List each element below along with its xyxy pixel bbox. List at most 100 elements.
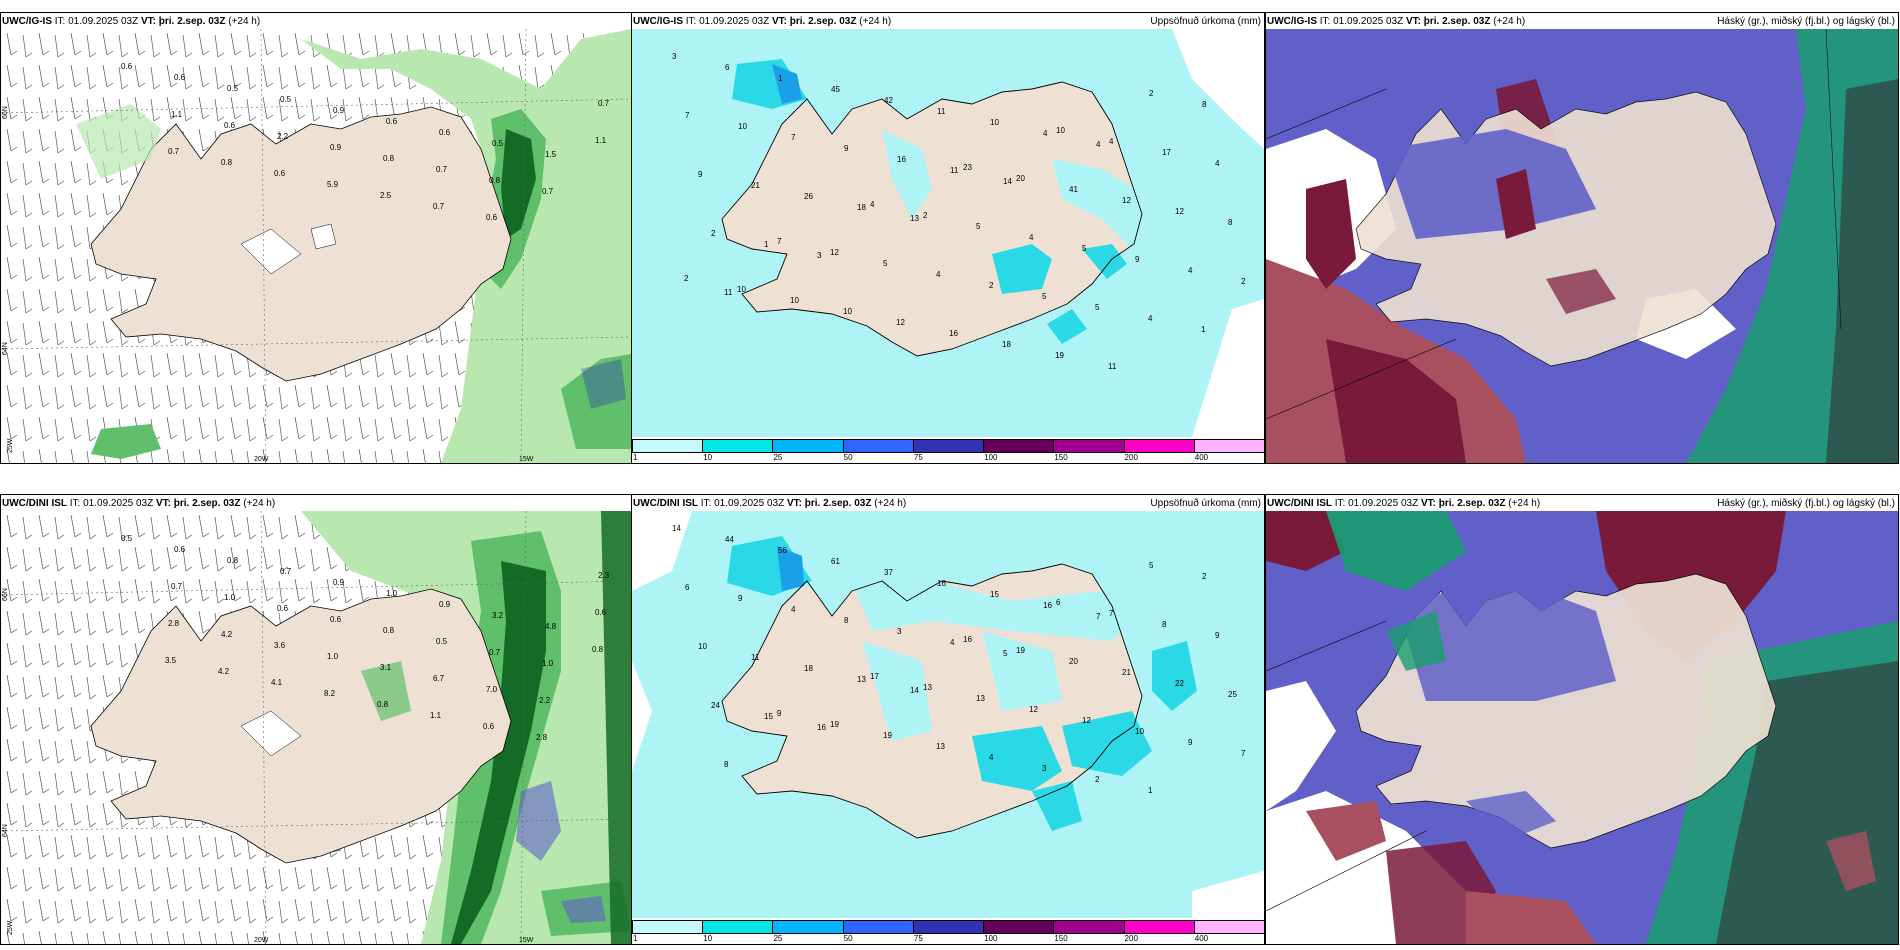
value-label: 1.1 [171, 110, 183, 119]
colorbar-tick: 25 [773, 453, 783, 462]
value-label: 0.6 [439, 128, 451, 137]
wind-map: 66N 64N 25W 20W 15W 0.60.60.50.50.90.60.… [1, 29, 631, 463]
value-label: 23 [963, 163, 972, 172]
value-label: 4 [1215, 159, 1220, 168]
init-time: 01.09.2025 03Z [68, 16, 139, 27]
value-label: 7 [1096, 612, 1101, 621]
model-name: UWC/IG-IS [1267, 16, 1317, 27]
model-name: UWC/DINI ISL [1267, 498, 1332, 509]
colorbar-swatch [912, 439, 985, 453]
value-label: 6 [685, 583, 690, 592]
value-label: 0.9 [439, 600, 451, 609]
colorbar-swatch [983, 439, 1055, 453]
value-label: 5 [1095, 303, 1100, 312]
colorbar-swatch [842, 920, 914, 934]
value-label: 6.7 [433, 674, 445, 683]
value-label: 4 [1029, 233, 1034, 242]
value-label: 0.6 [274, 169, 286, 178]
value-label: 21 [751, 181, 760, 190]
vt-label: VT: [140, 16, 156, 27]
vt-label: VT: [786, 498, 802, 509]
value-label: 16 [949, 329, 958, 338]
wind-panel-top: UWC/IG-IS IT: 01.09.2025 03Z VT: þri. 2.… [0, 12, 632, 464]
value-label: 0.6 [174, 545, 186, 554]
precip-map: 1444566137161516752694834567891011181314… [632, 511, 1264, 918]
value-label: 0.7 [280, 567, 292, 576]
value-label: 10 [698, 642, 707, 651]
value-label: 56 [778, 546, 787, 555]
value-label: 12 [830, 248, 839, 257]
value-label: 2 [711, 229, 716, 238]
field-title: Uppsöfnuð úrkoma (mm) [1150, 16, 1261, 27]
value-label: 4 [936, 270, 941, 279]
colorbar-swatch [1123, 920, 1195, 934]
value-label: 0.5 [280, 95, 292, 104]
colorbar-tick: 200 [1124, 453, 1138, 462]
value-label: 3 [672, 52, 677, 61]
lon-label-15: 15W [519, 937, 534, 944]
value-label: 14 [1003, 177, 1012, 186]
value-label: 1.1 [430, 711, 442, 720]
value-label: 12 [1122, 196, 1131, 205]
value-label: 0.8 [377, 700, 389, 709]
value-label: 16 [1043, 601, 1052, 610]
value-label: 0.5 [492, 139, 504, 148]
value-label: 0.6 [224, 121, 236, 130]
value-label: 1.0 [327, 652, 339, 661]
cloud-map [1266, 29, 1898, 463]
panel-title: UWC/DINI ISL IT: 01.09.2025 03Z VT: þri.… [2, 496, 630, 511]
colorbar-swatch [632, 920, 704, 934]
value-label: 20 [1016, 174, 1025, 183]
value-label: 0.7 [171, 582, 183, 591]
value-label: 5 [1149, 561, 1154, 570]
colorbar-swatch [1123, 439, 1195, 453]
value-label: 12 [1175, 207, 1184, 216]
value-label: 1.0 [386, 589, 398, 598]
value-label: 26 [804, 192, 813, 201]
lead-time: (+24 h) [1493, 16, 1526, 27]
value-label: 9 [844, 144, 849, 153]
colorbar-swatch [1193, 920, 1264, 934]
panel-title: UWC/IG-IS IT: 01.09.2025 03Z VT: þri. 2.… [2, 14, 630, 29]
value-label: 7 [1109, 609, 1114, 618]
value-label: 0.8 [221, 158, 233, 167]
value-label: 0.6 [386, 117, 398, 126]
value-label: 8 [724, 760, 729, 769]
wind-map: 66N 64N 25W 20W 15W 0.50.60.80.70.91.00.… [1, 511, 631, 944]
value-label: 16 [963, 635, 972, 644]
lead-time: (+24 h) [243, 498, 276, 509]
init-time: 01.09.2025 03Z [1348, 498, 1419, 509]
value-label: 0.8 [227, 556, 239, 565]
value-label: 0.5 [121, 534, 133, 543]
panel-title: UWC/DINI ISL IT: 01.09.2025 03Z VT: þri.… [633, 496, 1263, 511]
value-label: 7 [777, 237, 782, 246]
lon-label-25: 25W [7, 920, 14, 935]
value-label: 4 [1096, 140, 1101, 149]
value-label: 4.2 [221, 630, 233, 639]
value-label: 4 [791, 605, 796, 614]
value-label: 9 [1135, 255, 1140, 264]
value-label: 16 [897, 155, 906, 164]
value-label: 2 [1149, 89, 1154, 98]
lat-label-64: 64N [2, 824, 9, 837]
value-label: 2.3 [598, 571, 610, 580]
cloud-map [1266, 511, 1898, 944]
lead-time: (+24 h) [874, 498, 907, 509]
model-name: UWC/DINI ISL [633, 498, 698, 509]
value-label: 2.8 [168, 619, 180, 628]
vt-label: VT: [771, 16, 787, 27]
colorbar: 1 10 25 50 75 100 150 200 400 [632, 437, 1264, 463]
colorbar-swatch [632, 439, 704, 453]
colorbar-swatch [1053, 439, 1125, 453]
value-label: 2 [989, 281, 994, 290]
value-label: 4.1 [271, 678, 283, 687]
value-label: 0.5 [227, 84, 239, 93]
lead-time: (+24 h) [859, 16, 892, 27]
value-label: 0.6 [330, 615, 342, 624]
value-label: 8 [1162, 620, 1167, 629]
value-label: 4 [950, 638, 955, 647]
lon-label-15: 15W [519, 456, 534, 463]
value-label: 2 [1095, 775, 1100, 784]
value-label: 5 [1003, 649, 1008, 658]
value-label: 6 [1056, 598, 1061, 607]
